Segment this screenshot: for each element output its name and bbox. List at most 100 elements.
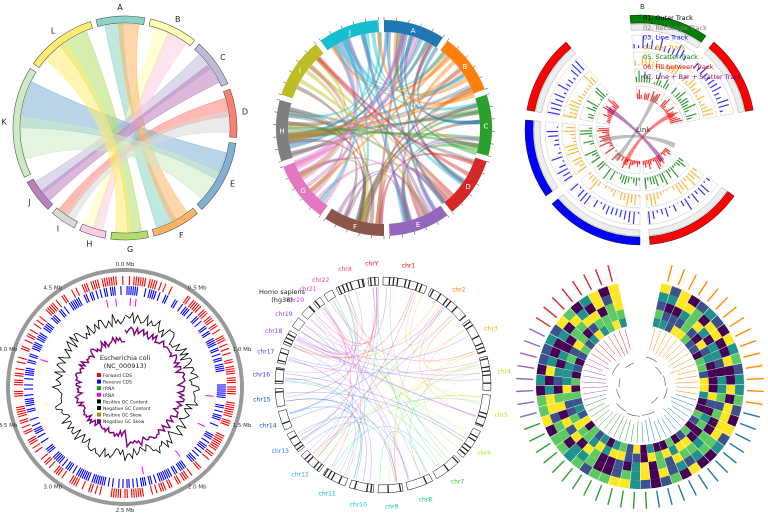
tree-clade <box>651 397 657 403</box>
link-label: Link <box>636 126 651 134</box>
forward-cds <box>224 412 233 414</box>
reverse-cds <box>25 400 34 401</box>
track-mark <box>663 191 664 192</box>
tick-mark <box>487 161 490 162</box>
leaf-label-mark <box>572 475 581 489</box>
tick-mark <box>443 35 445 38</box>
trna-mark <box>206 395 214 396</box>
sector-label: I <box>57 225 59 234</box>
ideogram-chr19 <box>292 318 305 331</box>
leaf-label-mark <box>536 443 550 452</box>
heatmap-cell <box>640 471 649 480</box>
sector-label: C <box>220 53 226 62</box>
heatmap-cell <box>649 470 659 480</box>
chromosome-label: chr2 <box>452 286 466 293</box>
forward-cds <box>17 412 26 414</box>
ideogram-chr15 <box>275 388 285 407</box>
tree-clade <box>655 367 661 375</box>
track-mark <box>622 156 623 157</box>
forward-cds <box>82 481 85 489</box>
track-mark <box>654 82 655 84</box>
tree-branch <box>583 390 607 394</box>
reverse-cds <box>195 447 202 453</box>
heatmap-cell <box>545 376 554 385</box>
tick-mark <box>319 38 321 40</box>
reverse-cds <box>131 286 132 295</box>
human-genome-circos-panel: chr1chr2chr3chr4chr5chr6chr7chr8chr9chr1… <box>253 261 511 511</box>
track-mark <box>657 175 658 177</box>
forward-cds <box>64 295 69 302</box>
heatmap-cell <box>563 369 573 378</box>
tick-mark <box>314 42 316 44</box>
reverse-cds <box>171 467 176 475</box>
chromosome-label: chr1 <box>402 263 416 270</box>
heatmap-cell <box>545 385 554 394</box>
heatmap-cell <box>624 452 633 462</box>
legend-entry: 04. Bar Track <box>643 43 686 51</box>
reverse-cds <box>119 479 120 488</box>
heatmap-cell <box>630 480 640 489</box>
tree-branch <box>608 414 621 434</box>
tick-mark <box>275 149 278 150</box>
forward-cds <box>16 368 25 370</box>
track-mark <box>696 96 698 97</box>
heatmap-cell <box>708 385 717 393</box>
tick-mark <box>292 189 294 191</box>
heatmap-cell <box>536 385 545 395</box>
leaf-label-mark <box>608 488 612 504</box>
heatmap-cell <box>562 385 571 393</box>
track-mark <box>607 122 610 123</box>
forward-cds <box>14 380 23 381</box>
forward-cds <box>16 408 25 410</box>
chromosome-label: chr16 <box>253 371 270 378</box>
forward-cds <box>58 468 63 475</box>
tree-branch <box>599 412 613 426</box>
tick-mark <box>457 46 459 48</box>
forward-cds <box>221 348 229 351</box>
forward-cds <box>111 277 112 286</box>
legend-entry: Positive GC Skew <box>103 413 142 419</box>
sector-label: B <box>175 15 181 24</box>
heatmap-cell <box>708 377 717 385</box>
sector-label: E <box>230 179 235 188</box>
tree-branch <box>619 331 628 354</box>
chromosome-label: chr22 <box>312 277 329 284</box>
leaf-label-mark <box>723 307 736 318</box>
forward-cds <box>118 489 119 498</box>
sector-label: A <box>411 27 416 35</box>
forward-cds <box>187 468 192 475</box>
heatmap-cell <box>562 377 571 385</box>
heatmap-cell <box>536 375 545 385</box>
heatmap-cell <box>621 470 631 480</box>
legend-entry: 02. Rectangle Track <box>643 24 707 32</box>
legend-entry: tRNA <box>103 393 115 399</box>
tree-branch <box>646 420 650 442</box>
leaf-label-mark <box>572 281 581 295</box>
tree-branch <box>675 382 698 383</box>
chromosome-label: chr10 <box>350 501 367 508</box>
reverse-cds <box>206 431 214 435</box>
tree-branch <box>664 415 676 430</box>
leaf-label-mark <box>518 402 535 405</box>
heatmap-cell <box>554 394 564 403</box>
tree-branch <box>582 387 608 388</box>
tick-mark <box>421 24 422 27</box>
leaf-label-mark <box>698 475 707 489</box>
track-mark <box>548 136 558 137</box>
leaf-label-mark <box>596 485 602 501</box>
forward-cds <box>109 277 110 286</box>
heatmap-cell <box>726 385 735 394</box>
tree-branch <box>662 340 676 358</box>
forward-cds <box>193 305 199 312</box>
genome-tick-label: 0.0 Mb <box>116 262 135 268</box>
reverse-cds <box>173 301 178 309</box>
forward-cds <box>95 485 97 494</box>
reverse-cds <box>96 290 99 299</box>
forward-cds <box>47 308 53 314</box>
tree-branch <box>631 424 634 442</box>
sector-label: D <box>242 108 248 117</box>
reverse-cds <box>38 433 46 438</box>
reverse-cds <box>64 307 69 314</box>
forward-cds <box>46 309 52 315</box>
leaf-label-mark <box>544 307 557 318</box>
